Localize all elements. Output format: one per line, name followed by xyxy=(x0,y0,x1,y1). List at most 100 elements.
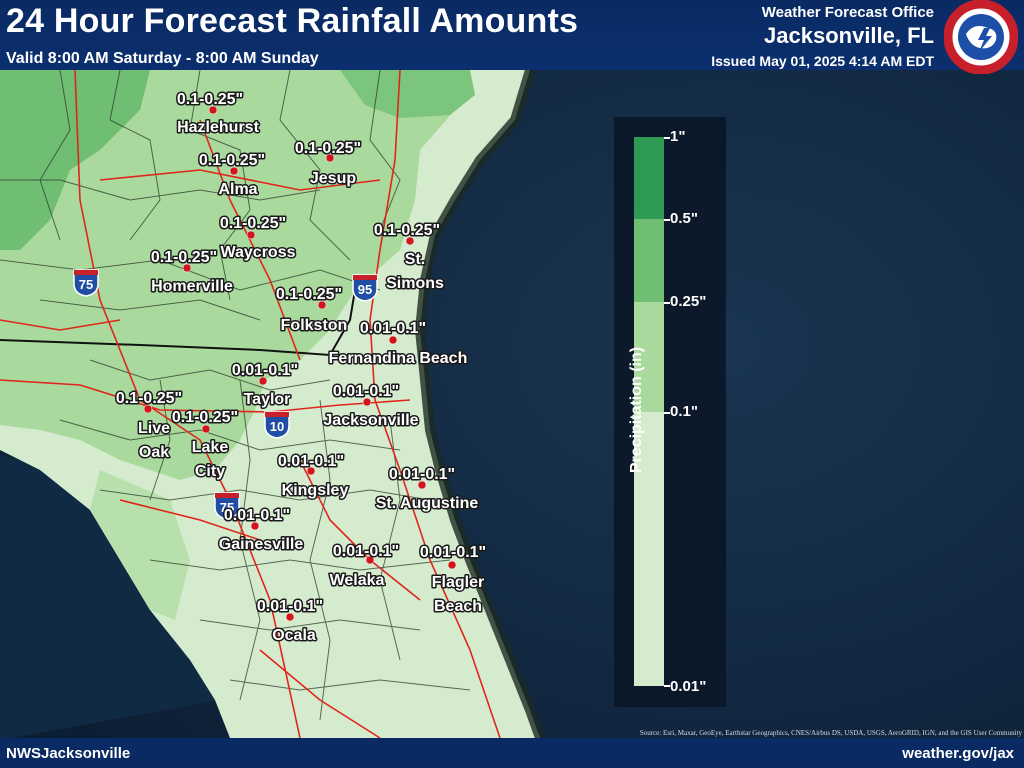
highways xyxy=(0,69,501,739)
site-name: Alma xyxy=(218,181,257,198)
legend-bar-0.25-0.5 xyxy=(634,219,664,302)
rain-zone-0.1-0.25 xyxy=(0,70,455,480)
site-name: Simons xyxy=(386,275,444,292)
site-name: Hazlehurst xyxy=(177,119,259,136)
site-name: City xyxy=(195,463,225,480)
site-amount: 0.01-0.1" xyxy=(360,320,426,337)
site-taylor: 0.01-0.1" Taylor xyxy=(230,361,299,410)
site-amount: 0.1-0.25" xyxy=(116,390,182,407)
site-amount: 0.01-0.1" xyxy=(333,383,399,400)
site-name: Beach xyxy=(434,598,482,615)
site-flagler-beach: 0.01-0.1" Flagler Beach xyxy=(418,543,487,617)
site-marker xyxy=(388,335,398,345)
site-name: Gainesville xyxy=(219,536,304,553)
site-jacksonville: 0.01-0.1" Jacksonville xyxy=(322,382,420,431)
rain-zone-0.25-0.5-b xyxy=(340,70,475,118)
site-amount: 0.1-0.25" xyxy=(177,91,243,108)
legend-tick-label: 0.1" xyxy=(670,403,698,420)
legend-tick xyxy=(664,302,670,304)
legend-tick-label: 1" xyxy=(670,128,686,145)
site-amount: 0.1-0.25" xyxy=(374,222,440,239)
site-marker xyxy=(317,300,327,310)
site-welaka: 0.01-0.1" Welaka xyxy=(328,542,401,591)
site-lake-city: 0.1-0.25" Lake City xyxy=(170,408,239,482)
interstate-shield-10: 10 xyxy=(264,411,290,439)
shield-number: 95 xyxy=(358,282,372,297)
precipitation-legend: 1" 0.5" 0.25" 0.1" 0.01" Precipitation (… xyxy=(614,117,726,707)
site-amount: 0.1-0.25" xyxy=(276,286,342,303)
site-hazlehurst: 0.1-0.25" Hazlehurst xyxy=(175,90,261,138)
site-amount: 0.01-0.1" xyxy=(420,544,486,561)
header-bar: 24 Hour Forecast Rainfall Amounts Valid … xyxy=(0,0,1024,74)
interstate-shield-95: 95 xyxy=(352,274,378,302)
site-st-augustine: 0.01-0.1" St. Augustine xyxy=(374,465,480,514)
site-name: Waycross xyxy=(221,244,296,261)
site-homerville: 0.1-0.25" Homerville xyxy=(149,248,234,297)
site-jesup: 0.1-0.25" Jesup xyxy=(293,139,362,189)
website-link[interactable]: weather.gov/jax xyxy=(902,745,1014,762)
legend-bar-0.01-0.1 xyxy=(634,412,664,686)
site-name: Jacksonville xyxy=(323,412,418,429)
site-marker xyxy=(405,236,415,246)
social-handle: NWSJacksonville xyxy=(6,745,131,762)
site-amount: 0.01-0.1" xyxy=(389,466,455,483)
site-name: Taylor xyxy=(244,391,291,408)
map-attribution: Source: Esri, Maxar, GeoEye, Earthstar G… xyxy=(639,729,1022,737)
site-marker xyxy=(143,404,153,414)
legend-bar-0.1-0.25 xyxy=(634,302,664,412)
site-ocala: 0.01-0.1" Ocala xyxy=(255,597,324,646)
site-kingsley: 0.01-0.1" Kingsley xyxy=(276,452,350,501)
site-marker xyxy=(417,480,427,490)
site-name: Kingsley xyxy=(282,482,349,499)
site-st-simons: 0.1-0.25" St. Simons xyxy=(372,221,445,294)
site-name: Live xyxy=(138,420,170,437)
legend-tick xyxy=(664,685,670,687)
office-label: Weather Forecast Office xyxy=(761,4,934,21)
legend-tick xyxy=(664,412,670,414)
site-folkston: 0.1-0.25" Folkston xyxy=(274,285,348,336)
site-marker xyxy=(250,521,260,531)
site-live-oak: 0.1-0.25" Live Oak xyxy=(114,389,183,463)
site-marker xyxy=(246,230,256,240)
office-info: Weather Forecast Office Jacksonville, FL… xyxy=(711,4,934,69)
shield-number: 10 xyxy=(270,419,284,434)
office-location: Jacksonville, FL xyxy=(764,23,934,48)
site-marker xyxy=(306,466,316,476)
site-alma: 0.1-0.25" Alma xyxy=(197,151,266,200)
site-amount: 0.01-0.1" xyxy=(278,453,344,470)
forecast-sites: 0.1-0.25" Hazlehurst 0.1-0.25" Alma 0.1-… xyxy=(114,90,487,646)
legend-tick-label: 0.25" xyxy=(670,293,707,310)
site-amount: 0.1-0.25" xyxy=(151,249,217,266)
shield-number: 75 xyxy=(220,500,234,515)
site-marker xyxy=(325,153,335,163)
site-amount: 0.1-0.25" xyxy=(295,140,361,157)
site-name: Jesup xyxy=(310,170,356,187)
site-amount: 0.1-0.25" xyxy=(172,409,238,426)
site-marker xyxy=(208,105,218,115)
state-boundary xyxy=(0,289,356,357)
site-fernandina-beach: 0.01-0.1" Fernandina Beach xyxy=(327,319,469,369)
site-marker xyxy=(447,560,457,570)
gulf-water xyxy=(0,455,220,740)
site-marker xyxy=(229,166,239,176)
rain-zone-0.25-0.5-a xyxy=(0,70,150,250)
issued-time: Issued May 01, 2025 4:14 AM EDT xyxy=(711,53,934,69)
site-name: Folkston xyxy=(281,317,348,334)
site-name: Homerville xyxy=(151,278,233,295)
site-marker xyxy=(258,376,268,386)
site-waycross: 0.1-0.25" Waycross xyxy=(218,214,297,263)
site-marker xyxy=(285,612,295,622)
rain-zone-0.1-0.25-west xyxy=(90,470,190,620)
site-amount: 0.01-0.1" xyxy=(232,362,298,379)
site-name: St. Augustine xyxy=(376,495,479,512)
legend-tick xyxy=(664,219,670,221)
site-name: Flagler xyxy=(432,574,484,591)
nws-logo-icon xyxy=(944,0,1018,74)
valid-period: Valid 8:00 AM Saturday - 8:00 AM Sunday xyxy=(6,50,319,67)
legend-bar-0.5-1 xyxy=(634,137,664,219)
site-name: Lake xyxy=(192,439,229,456)
interstate-shield-75-north: 75 xyxy=(73,269,99,297)
site-name: Ocala xyxy=(272,627,316,644)
site-marker xyxy=(362,397,372,407)
